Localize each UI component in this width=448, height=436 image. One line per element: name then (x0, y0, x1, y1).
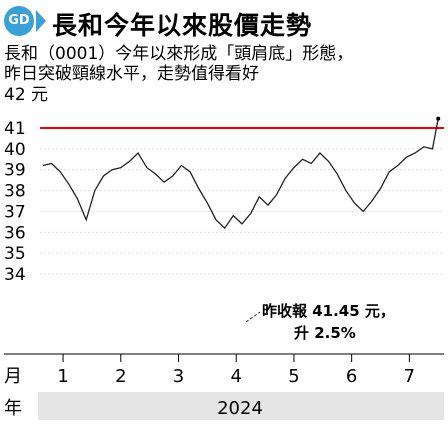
year-value: 2024 (217, 398, 263, 419)
brand-logo-icon: GD (4, 6, 34, 36)
year-band (38, 392, 444, 420)
y-unit-label: 42 元 (4, 85, 48, 105)
y-tick-label: 40 (4, 140, 26, 160)
annotation-line-2: 升 2.5% (294, 324, 356, 342)
annotation-line-1: 昨收報 41.45 元， (262, 302, 395, 320)
price-series (42, 116, 441, 230)
x-tick-label: 7 (404, 366, 415, 387)
x-ticks: 1 2 3 4 5 6 7 (57, 354, 415, 387)
x-tick-label: 6 (346, 366, 357, 387)
arrow-icon (36, 10, 46, 32)
y-tick-label: 36 (4, 223, 26, 243)
header: GD 長和今年以來股價走勢 (0, 0, 448, 42)
intro-line-1: 長和（0001）今年以來形成「頭肩底」形態， (4, 44, 354, 64)
y-tick-label: 38 (4, 182, 26, 202)
y-tick-label: 34 (4, 265, 26, 285)
x-tick-label: 3 (173, 366, 184, 387)
x-tick-label: 5 (288, 366, 299, 387)
year-axis-label: 年 (4, 398, 22, 419)
x-axis-label: 月 (4, 366, 22, 387)
x-tick-label: 4 (231, 366, 242, 387)
y-tick-label: 37 (4, 202, 26, 222)
last-price-point (436, 116, 441, 121)
price-line (42, 118, 439, 230)
annotation-leader (245, 311, 261, 323)
x-tick-label: 2 (115, 366, 126, 387)
x-tick-label: 1 (57, 366, 68, 387)
y-tick-label: 35 (4, 244, 26, 264)
chart-title: 長和今年以來股價走勢 (52, 11, 313, 40)
y-tick-label: 39 (4, 161, 26, 181)
grid (40, 127, 444, 275)
y-tick-label: 41 (4, 119, 26, 139)
intro-line-2: 昨日突破頸線水平，走勢值得看好 (4, 64, 259, 84)
